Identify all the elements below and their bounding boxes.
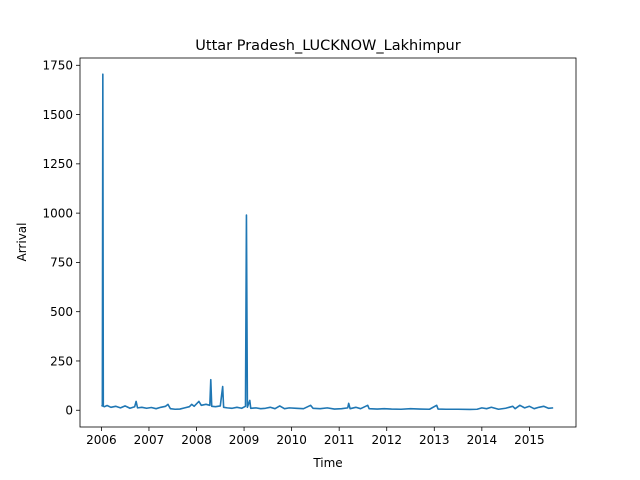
y-tick-label: 1250 (42, 157, 73, 171)
y-tick-label: 1000 (42, 206, 73, 220)
chart-title: Uttar Pradesh_LUCKNOW_Lakhimpur (195, 38, 460, 54)
y-tick-label: 0 (65, 404, 73, 418)
axes-frame (79, 57, 577, 428)
y-tick-label: 750 (50, 256, 73, 270)
x-tick-label: 2015 (514, 433, 545, 447)
x-tick-label: 2011 (324, 433, 355, 447)
x-tick-label: 2006 (86, 433, 117, 447)
x-tick-label: 2008 (181, 433, 212, 447)
y-tick-label: 250 (50, 354, 73, 368)
x-tick-label: 2009 (229, 433, 260, 447)
x-tick-label: 2012 (371, 433, 402, 447)
x-tick-label: 2014 (467, 433, 498, 447)
x-axis-ticks: 2006 2007 2008 2009 2010 2011 2012 2013 2014 2015 (86, 427, 545, 447)
y-tick-label: 1500 (42, 108, 73, 122)
y-tick-label: 1750 (42, 59, 73, 73)
x-tick-label: 2013 (419, 433, 450, 447)
x-axis-label: Time (312, 456, 342, 470)
x-tick-label: 2010 (276, 433, 307, 447)
y-tick-label: 500 (50, 305, 73, 319)
plot-area: 2006 2007 2008 2009 2010 2011 2012 2013 2014 2015… (42, 57, 577, 447)
y-axis-label: Arrival (15, 223, 29, 262)
series-layer (100, 73, 554, 411)
y-axis-ticks: 0 250 500 750 1000 1250 1500 1750 (42, 59, 80, 418)
series-line (100, 73, 554, 411)
x-tick-label: 2007 (134, 433, 165, 447)
